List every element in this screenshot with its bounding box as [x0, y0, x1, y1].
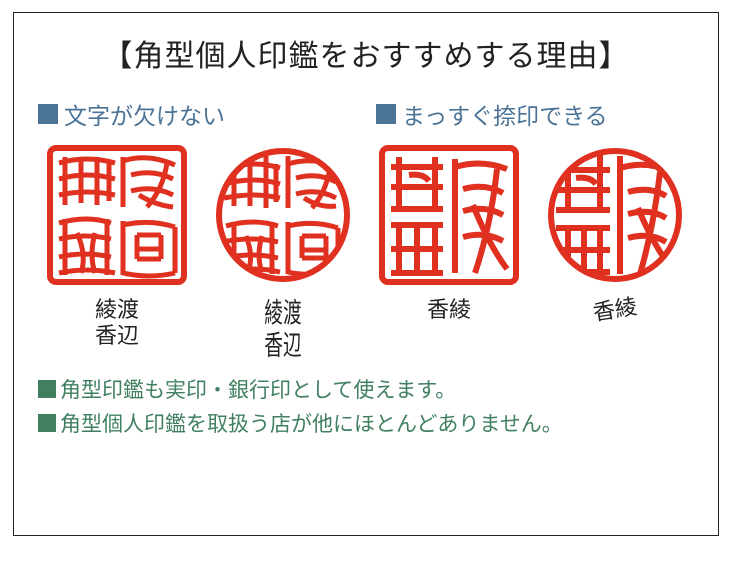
subtitle-left: 文字が欠けない — [38, 97, 366, 131]
subtitle-right: まっすぐ捺印できる — [376, 97, 694, 131]
footer-line: 角型印鑑も実印・銀行印として使えます。 — [38, 374, 694, 404]
stamp-caption: 綾渡 香辺 — [264, 297, 301, 363]
stamp-square-1 — [42, 145, 192, 285]
square-bullet-icon — [38, 380, 56, 398]
seal-icon — [379, 145, 519, 285]
stamp-caption: 香綾 — [427, 297, 471, 323]
info-card: 【角型個人印鑑をおすすめする理由】 文字が欠けない まっすぐ捺印できる — [13, 12, 719, 536]
stamp-square-2 — [374, 145, 524, 285]
subtitle-right-text: まっすぐ捺印できる — [402, 97, 608, 131]
square-bullet-icon — [38, 414, 56, 432]
stamp-caption: 香綾 — [591, 294, 639, 327]
stamp-caption: 綾渡 香辺 — [95, 297, 139, 350]
seal-icon — [546, 146, 684, 284]
captions-row: 綾渡 香辺 綾渡 香辺 香綾 香綾 — [38, 297, 694, 350]
footer-notes: 角型印鑑も実印・銀行印として使えます。 角型個人印鑑を取扱う店が他にほとんどあり… — [38, 374, 694, 442]
subtitle-row: 文字が欠けない まっすぐ捺印できる — [38, 97, 694, 131]
stamps-row — [38, 145, 694, 285]
footer-text: 角型個人印鑑を取扱う店が他にほとんどありません。 — [60, 408, 563, 438]
seal-icon — [214, 146, 352, 284]
square-bullet-icon — [376, 104, 396, 124]
footer-line: 角型個人印鑑を取扱う店が他にほとんどありません。 — [38, 408, 694, 438]
stamp-circle-1 — [208, 146, 358, 284]
footer-text: 角型印鑑も実印・銀行印として使えます。 — [60, 374, 456, 404]
square-bullet-icon — [38, 104, 58, 124]
seal-icon — [47, 145, 187, 285]
stamp-circle-2 — [540, 146, 690, 284]
page-title: 【角型個人印鑑をおすすめする理由】 — [38, 31, 694, 75]
subtitle-left-text: 文字が欠けない — [64, 97, 225, 131]
